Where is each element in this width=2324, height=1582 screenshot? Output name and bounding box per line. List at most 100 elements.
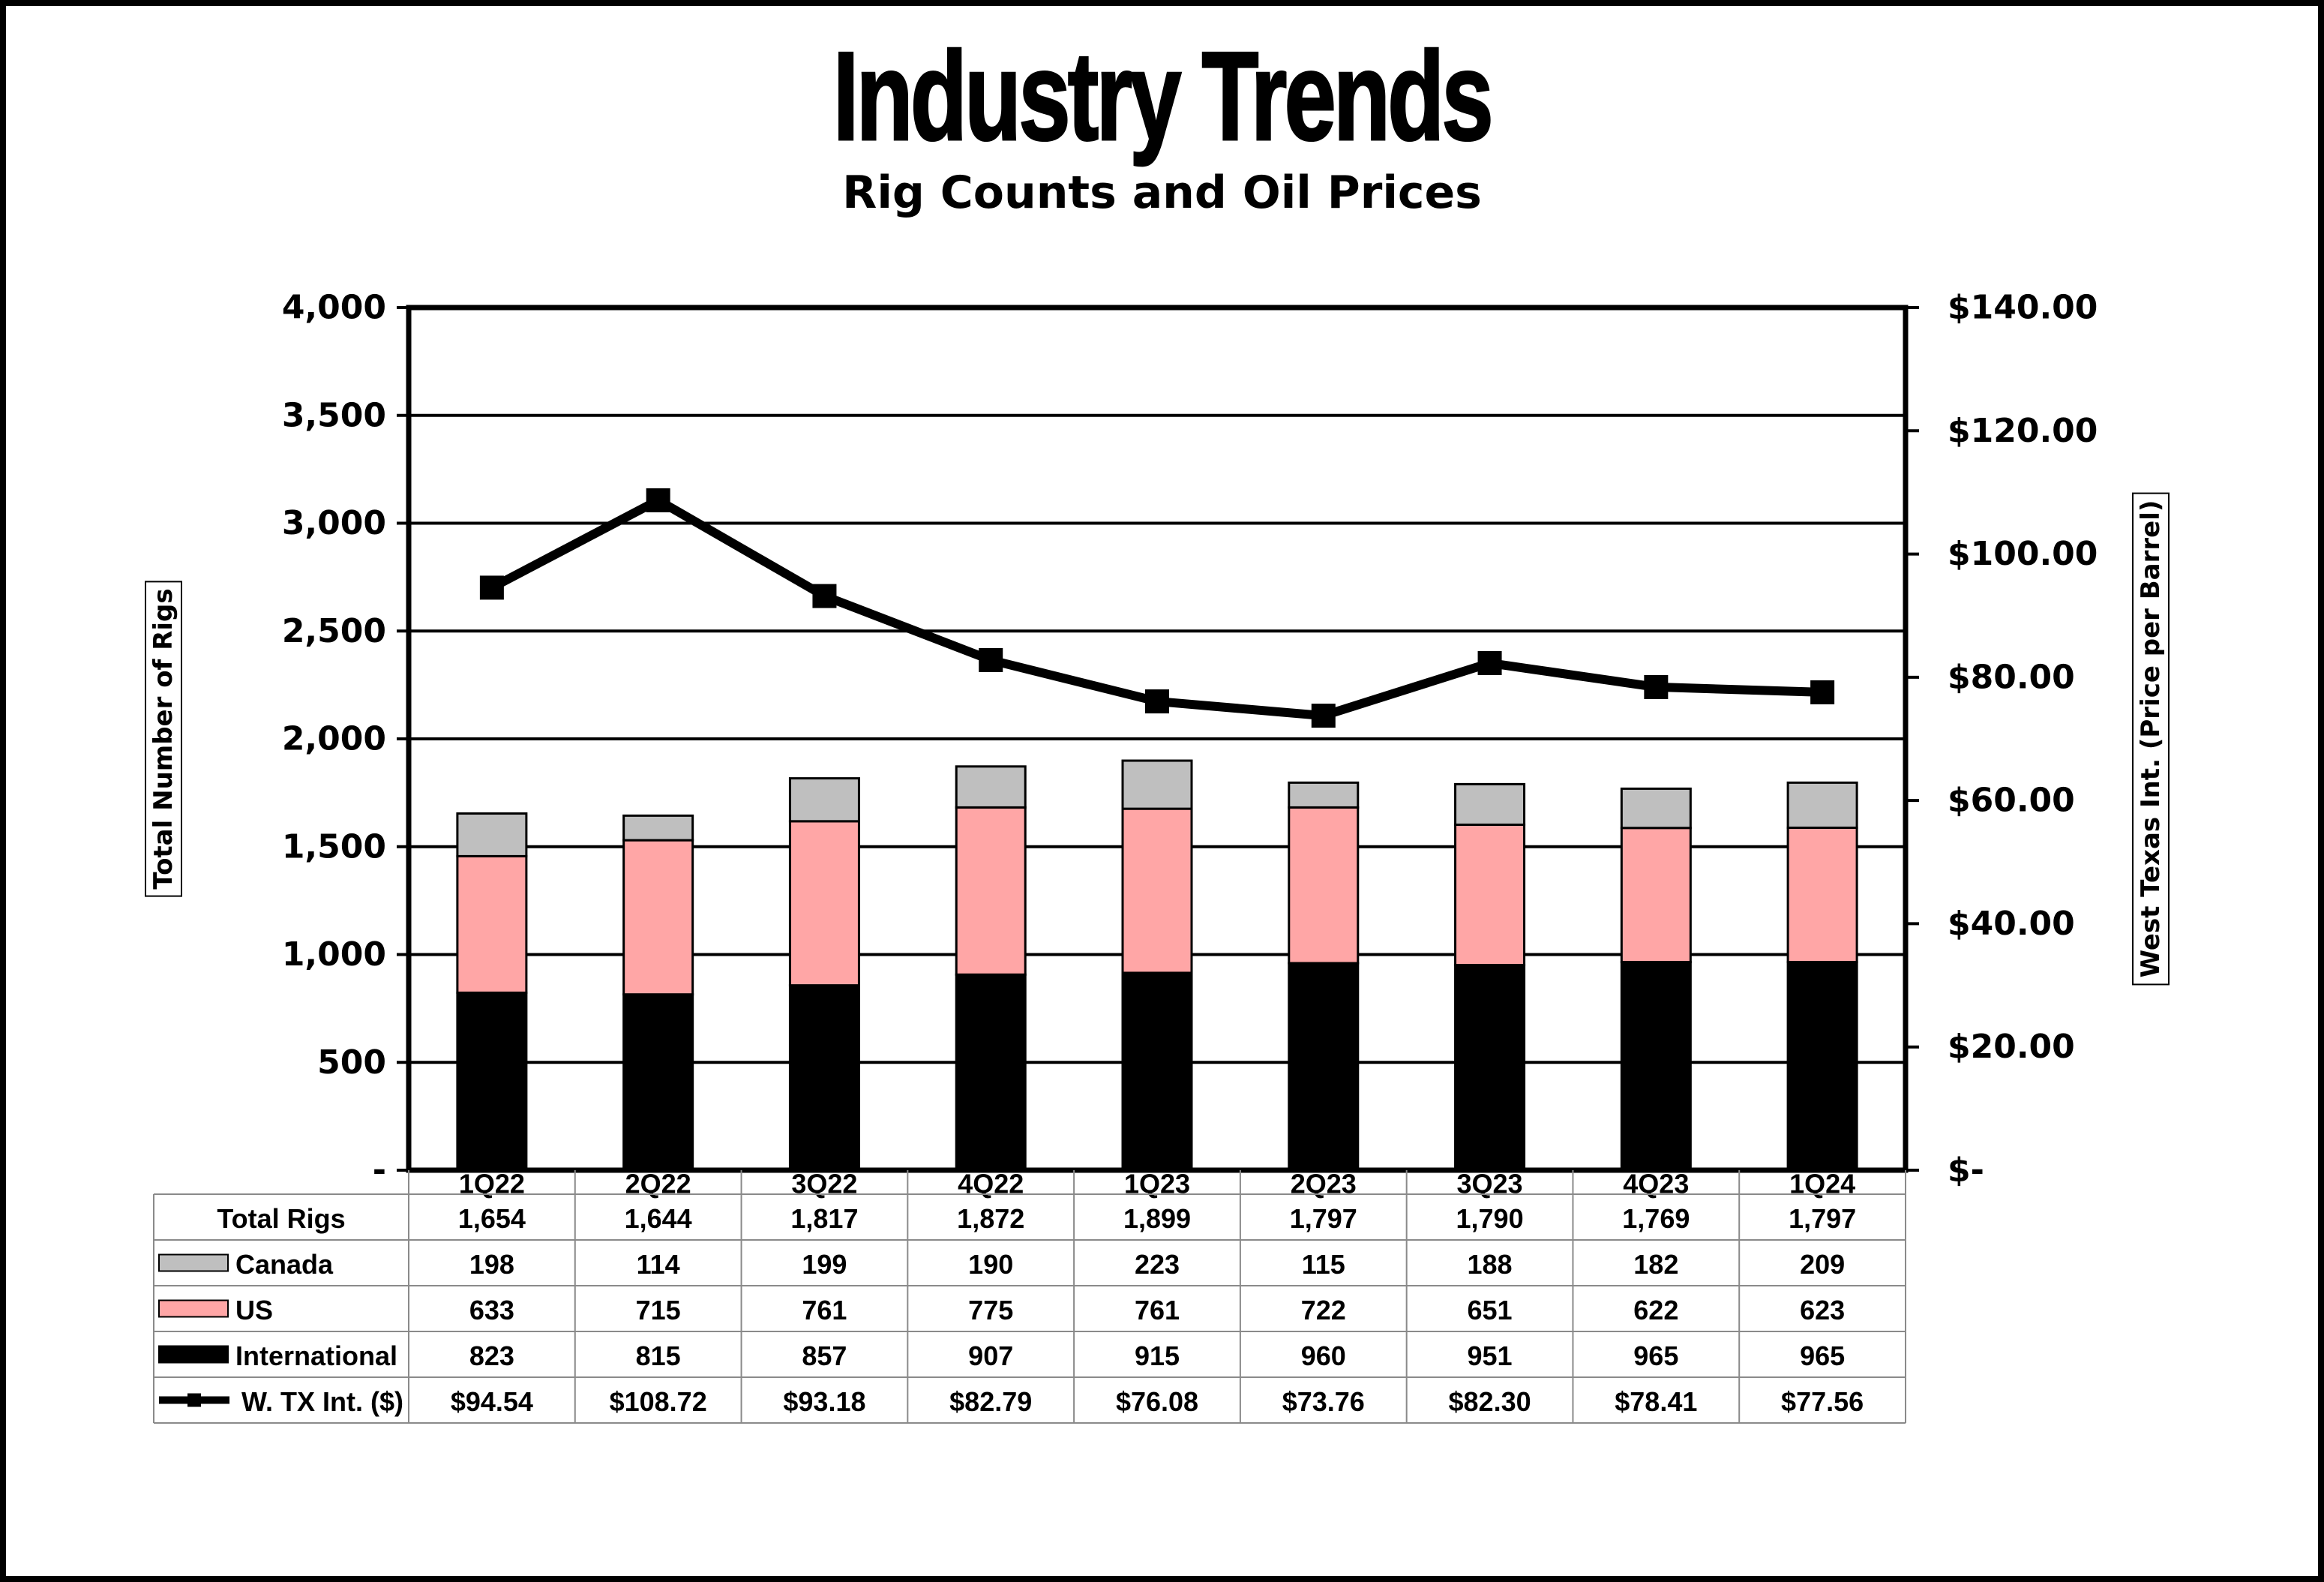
wti-point bbox=[1145, 689, 1169, 714]
right-tick-label: $80.00 bbox=[1948, 658, 2075, 696]
table-cell-canada: 198 bbox=[469, 1249, 514, 1280]
table-cell-canada: 190 bbox=[968, 1249, 1013, 1280]
table-cell-us: 722 bbox=[1301, 1295, 1346, 1325]
legend-marker-wti bbox=[187, 1393, 201, 1407]
table-cell-international: 915 bbox=[1135, 1340, 1180, 1371]
right-axis-title: West Texas Int. (Price per Barrel) bbox=[2136, 500, 2166, 978]
wti-point bbox=[1477, 650, 1502, 675]
left-tick-label: 2,500 bbox=[282, 612, 386, 650]
wti-point bbox=[479, 575, 504, 600]
legend-swatch-international bbox=[158, 1345, 229, 1364]
table-cell-total: 1,817 bbox=[790, 1203, 858, 1234]
left-tick-label: 500 bbox=[317, 1043, 386, 1082]
wti-line bbox=[490, 495, 1823, 721]
table-cell-total: 1,654 bbox=[458, 1203, 526, 1234]
bar-canada bbox=[788, 777, 860, 823]
table-cell-total: 1,872 bbox=[957, 1203, 1024, 1234]
bar-international bbox=[788, 984, 860, 1172]
table-cell-wti: $73.76 bbox=[1282, 1386, 1365, 1417]
bar-canada bbox=[1786, 781, 1858, 829]
table-row-label-canada: Canada bbox=[235, 1249, 334, 1280]
wti-point bbox=[1311, 704, 1336, 728]
table-cell-international: 960 bbox=[1301, 1340, 1346, 1371]
chart-title: Industry Trends bbox=[832, 26, 1495, 167]
bar-canada bbox=[1288, 781, 1360, 809]
bar-us bbox=[1288, 806, 1360, 965]
bar-us bbox=[788, 820, 860, 987]
table-cell-canada: 115 bbox=[1302, 1249, 1345, 1280]
right-axis: $- $20.00 $40.00 $60.00 $80.00 $100.00 $120.00… bbox=[1906, 289, 2098, 1190]
wti-point bbox=[812, 584, 837, 608]
left-tick-label: - bbox=[373, 1151, 386, 1190]
table-cell-international: 907 bbox=[968, 1340, 1013, 1371]
table-cell-wti: $82.79 bbox=[949, 1386, 1032, 1417]
left-axis-title: Total Number of Rigs bbox=[148, 588, 178, 889]
left-tick-label: 2,000 bbox=[282, 720, 386, 758]
table-cell-us: 622 bbox=[1633, 1295, 1678, 1325]
table-cell-canada: 182 bbox=[1633, 1249, 1678, 1280]
right-tick-label: $60.00 bbox=[1948, 782, 2075, 820]
table-cell-us: 651 bbox=[1468, 1295, 1513, 1325]
table-cell-international: 823 bbox=[469, 1340, 514, 1371]
bar-canada bbox=[955, 765, 1027, 809]
table-cell-international: 857 bbox=[802, 1340, 847, 1371]
bar-us bbox=[1786, 826, 1858, 964]
table-cell-us: 633 bbox=[469, 1295, 514, 1325]
bar-international bbox=[622, 993, 694, 1172]
table-cell-wti: $93.18 bbox=[783, 1386, 865, 1417]
right-tick-label: $40.00 bbox=[1948, 905, 2075, 943]
table-cell-international: 951 bbox=[1468, 1340, 1513, 1371]
table-cell-canada: 223 bbox=[1135, 1249, 1180, 1280]
table-cell-us: 623 bbox=[1800, 1295, 1845, 1325]
table-cell-wti: $78.41 bbox=[1615, 1386, 1697, 1417]
chart-subtitle: Rig Counts and Oil Prices bbox=[842, 167, 1482, 219]
bar-international bbox=[1454, 964, 1526, 1172]
bar-us bbox=[1454, 823, 1526, 967]
table-row-label-wti: W. TX Int. ($) bbox=[241, 1386, 403, 1417]
wti-point bbox=[1644, 674, 1669, 699]
wti-point bbox=[979, 647, 1003, 672]
stacked-bars bbox=[456, 759, 1858, 1172]
bar-international bbox=[1786, 961, 1858, 1172]
bar-international bbox=[1121, 971, 1193, 1172]
bar-us bbox=[622, 839, 694, 996]
bar-canada bbox=[1454, 782, 1526, 826]
wti-point bbox=[1810, 680, 1835, 704]
table-cell-total: 1,899 bbox=[1123, 1203, 1191, 1234]
right-tick-label: $120.00 bbox=[1948, 412, 2098, 450]
table-cell-total: 1,797 bbox=[1290, 1203, 1357, 1234]
left-tick-label: 1,500 bbox=[282, 827, 386, 866]
bar-canada bbox=[622, 814, 694, 842]
table-cell-wti: $76.08 bbox=[1116, 1386, 1198, 1417]
table-cell-total: 1,769 bbox=[1622, 1203, 1690, 1234]
right-tick-label: $100.00 bbox=[1948, 535, 2098, 573]
bar-international bbox=[1288, 962, 1360, 1172]
left-tick-label: 3,500 bbox=[282, 396, 386, 434]
bar-canada bbox=[1620, 787, 1692, 830]
table-cell-us: 761 bbox=[1135, 1295, 1180, 1325]
table-cell-us: 761 bbox=[802, 1295, 847, 1325]
bar-us bbox=[456, 854, 528, 994]
left-axis-title-box: Total Number of Rigs bbox=[145, 581, 182, 897]
table-row-label-us: US bbox=[235, 1295, 273, 1325]
left-tick-label: 1,000 bbox=[282, 935, 386, 974]
table-cell-wti: $77.56 bbox=[1781, 1386, 1864, 1417]
right-axis-title-box: West Texas Int. (Price per Barrel) bbox=[2132, 492, 2170, 986]
right-tick-label: $140.00 bbox=[1948, 289, 2098, 327]
table-cell-canada: 188 bbox=[1468, 1249, 1513, 1280]
right-tick-label: $- bbox=[1948, 1151, 1984, 1190]
table-cell-us: 715 bbox=[636, 1295, 681, 1325]
left-tick-label: 4,000 bbox=[282, 289, 386, 327]
bar-international bbox=[456, 991, 528, 1172]
left-axis: - 500 1,000 1,500 2,000 2,500 3,000 3,500 4,000 bbox=[282, 289, 409, 1190]
table-cell-canada: 209 bbox=[1800, 1249, 1845, 1280]
table-cell-wti: $94.54 bbox=[451, 1386, 533, 1417]
bar-canada bbox=[1121, 759, 1193, 810]
wti-point bbox=[646, 488, 670, 512]
bar-us bbox=[1620, 827, 1692, 964]
table-cell-canada: 199 bbox=[802, 1249, 847, 1280]
table-cell-international: 815 bbox=[636, 1340, 681, 1371]
table-cell-canada: 114 bbox=[637, 1249, 680, 1280]
